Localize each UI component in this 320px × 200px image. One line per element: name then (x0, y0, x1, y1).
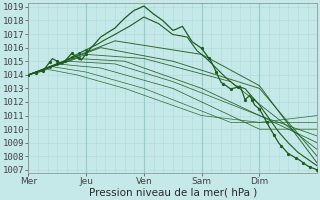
X-axis label: Pression niveau de la mer( hPa ): Pression niveau de la mer( hPa ) (89, 187, 257, 197)
